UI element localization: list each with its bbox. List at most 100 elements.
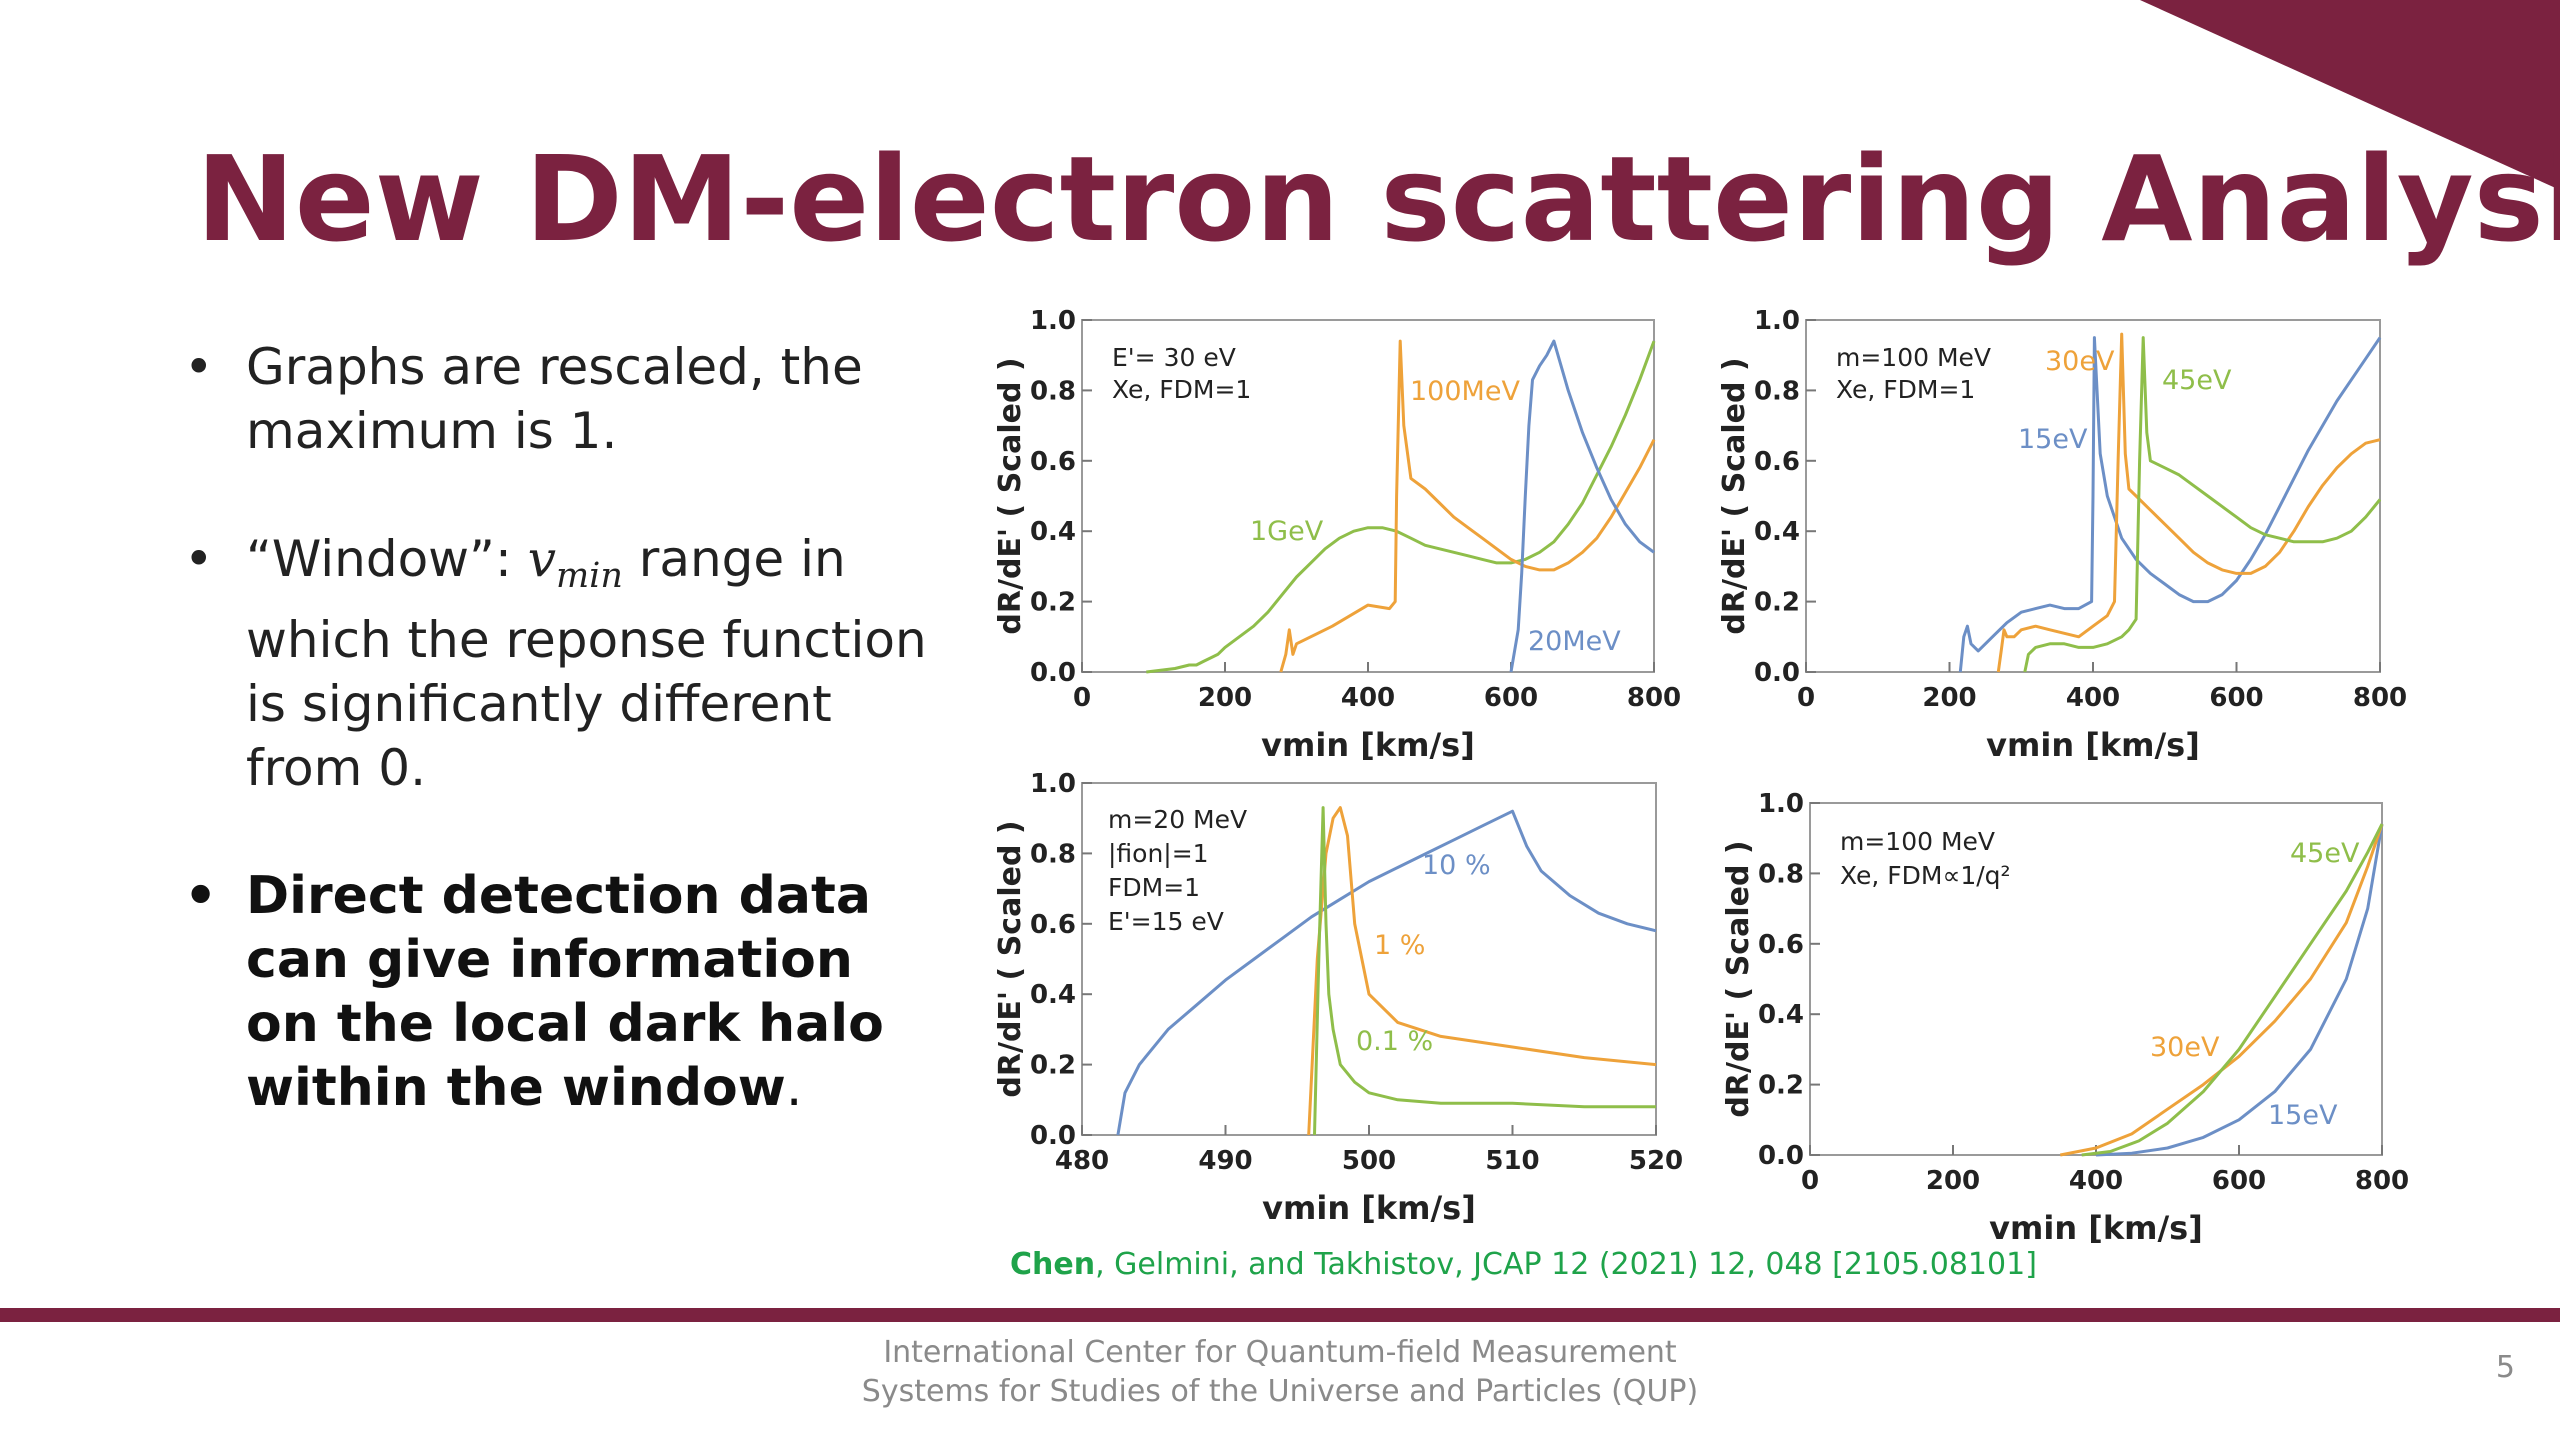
x-tick-label: 600 (2209, 683, 2263, 713)
y-tick-label: 0.2 (1030, 1051, 1076, 1081)
chart-panel: 0 200 400 600 800 0.0 0.2 0.4 0.6 0.8 1.0 vmin [km/… (993, 306, 1681, 764)
bullet-text: Graphs are rescaled, the maximum is 1. (246, 338, 863, 460)
chart-annotation: m=100 MeV (1840, 827, 1995, 856)
y-axis-label: dR/dE' ( Scaled ) (993, 820, 1028, 1097)
chart-annotation: E'= 30 eV (1112, 343, 1236, 372)
x-tick-label: 510 (1485, 1146, 1539, 1176)
series-line (1958, 336, 2382, 673)
bullet-dot: • (184, 338, 214, 396)
series-label: 100MeV (1410, 376, 1520, 407)
y-tick-label: 1.0 (1030, 306, 1076, 336)
series-label: 1GeV (1250, 516, 1324, 547)
x-axis-label: vmin [km/s] (1986, 726, 2200, 764)
chart-annotation: FDM=1 (1108, 873, 1200, 902)
x-tick-label: 480 (1055, 1146, 1109, 1176)
series-line (1307, 806, 1657, 1136)
series-line (1996, 332, 2381, 673)
chart-panel: 0 200 400 600 800 0.0 0.2 0.4 0.6 0.8 1.0 vmin [km/… (1717, 306, 2407, 764)
vmin-subscript: min (555, 556, 623, 596)
series-line (2060, 823, 2384, 1157)
x-tick-label: 800 (1627, 683, 1681, 713)
y-tick-label: 0.2 (1754, 588, 1800, 618)
citation-lead: Chen (1010, 1247, 1096, 1282)
y-tick-label: 0.8 (1758, 859, 1804, 889)
y-tick-label: 0.4 (1754, 517, 1800, 547)
x-tick-label: 200 (1198, 683, 1252, 713)
y-axis-label: dR/dE' ( Scaled ) (1721, 840, 1756, 1117)
series-label: 45eV (2290, 838, 2360, 869)
y-tick-label: 1.0 (1758, 789, 1804, 819)
y-tick-label: 0.6 (1758, 930, 1804, 960)
y-tick-label: 0.4 (1030, 517, 1076, 547)
y-tick-label: 1.0 (1030, 769, 1076, 799)
citation: Chen, Gelmini, and Takhistov, JCAP 12 (2… (1010, 1247, 2037, 1282)
bullet-tail: . (785, 1058, 803, 1118)
y-tick-label: 0.8 (1754, 376, 1800, 406)
y-tick-label: 0.6 (1030, 447, 1076, 477)
chart-annotation: Xe, FDM=1 (1112, 375, 1251, 404)
x-axis-label: vmin [km/s] (1989, 1209, 2203, 1247)
bullet-item: • Graphs are rescaled, the maximum is 1. (180, 335, 940, 463)
bullet-text-suffix: range in which the reponse function is s… (246, 530, 927, 797)
y-tick-label: 0.6 (1754, 447, 1800, 477)
chart-annotation: |fion|=1 (1108, 839, 1209, 868)
bullet-dot: • (184, 866, 218, 926)
plot-frame (1081, 782, 1657, 1136)
series-label: 1 % (1374, 930, 1425, 961)
series-line (2095, 823, 2384, 1157)
series-line (2081, 823, 2384, 1157)
footer-institution-line1: International Center for Quantum-field M… (883, 1335, 1677, 1370)
slide-title: New DM-electron scattering Analysis (196, 130, 2560, 268)
bullet-list: • Graphs are rescaled, the maximum is 1.… (180, 335, 940, 1184)
series-label: 30eV (2045, 346, 2115, 377)
series-label: 15eV (2018, 424, 2088, 455)
corner-accent (2140, 0, 2560, 190)
series-label: 20MeV (1528, 626, 1621, 657)
series-label: 0.1 % (1356, 1026, 1433, 1057)
series-line (1116, 809, 1657, 1136)
vmin-var: v (527, 530, 556, 588)
x-tick-label: 400 (2066, 683, 2120, 713)
plot-frame (1081, 319, 1655, 673)
x-tick-label: 400 (1341, 683, 1395, 713)
chart-annotation: m=100 MeV (1836, 343, 1991, 372)
vmin-symbol: vmin (527, 530, 623, 596)
page-number: 5 (2495, 1350, 2515, 1385)
bullet-text: Direct detection data can give informati… (246, 866, 884, 1118)
series-line (1313, 806, 1656, 1136)
y-axis-label: dR/dE' ( Scaled ) (1717, 357, 1752, 634)
x-tick-label: 800 (2353, 683, 2407, 713)
series-label: 15eV (2268, 1100, 2338, 1131)
y-tick-label: 0.8 (1030, 376, 1076, 406)
bullet-item: • “Window”: vmin range in which the repo… (180, 527, 940, 800)
x-tick-label: 200 (1922, 683, 1976, 713)
chart-panel: 480 490 500 510 520 0.0 0.2 0.4 0.6 0.8 1.0 vmin [k… (993, 769, 1683, 1227)
series-line (1509, 339, 1655, 673)
series-label: 10 % (1422, 850, 1491, 881)
chart-annotation: m=20 MeV (1108, 805, 1247, 834)
bullet-dot: • (184, 530, 214, 588)
citation-rest: , Gelmini, and Takhistov, JCAP 12 (2021)… (1095, 1247, 2037, 1282)
series-line (1279, 339, 1656, 673)
y-tick-label: 0.0 (1758, 1141, 1804, 1171)
x-tick-label: 520 (1629, 1146, 1683, 1176)
y-tick-label: 1.0 (1754, 306, 1800, 336)
chart-panel: 0 200 400 600 800 0.0 0.2 0.4 0.6 0.8 1.0 vmin [km/… (1721, 789, 2409, 1247)
y-tick-label: 0.4 (1030, 980, 1076, 1010)
x-tick-label: 400 (2069, 1166, 2123, 1196)
series-label: 45eV (2162, 365, 2232, 396)
y-tick-label: 0.0 (1754, 658, 1800, 688)
x-tick-label: 800 (2355, 1166, 2409, 1196)
series-line (1146, 340, 1656, 674)
x-axis-label: vmin [km/s] (1261, 726, 1475, 764)
x-tick-label: 490 (1198, 1146, 1252, 1176)
y-tick-label: 0.6 (1030, 910, 1076, 940)
series-label: 30eV (2150, 1032, 2220, 1063)
y-tick-label: 0.0 (1030, 1121, 1076, 1151)
bullet-text-prefix: “Window”: (246, 530, 528, 588)
x-tick-label: 600 (2212, 1166, 2266, 1196)
series-line (2023, 336, 2382, 673)
y-tick-label: 0.8 (1030, 839, 1076, 869)
x-axis-label: vmin [km/s] (1262, 1189, 1476, 1227)
x-tick-label: 0 (1073, 683, 1091, 713)
